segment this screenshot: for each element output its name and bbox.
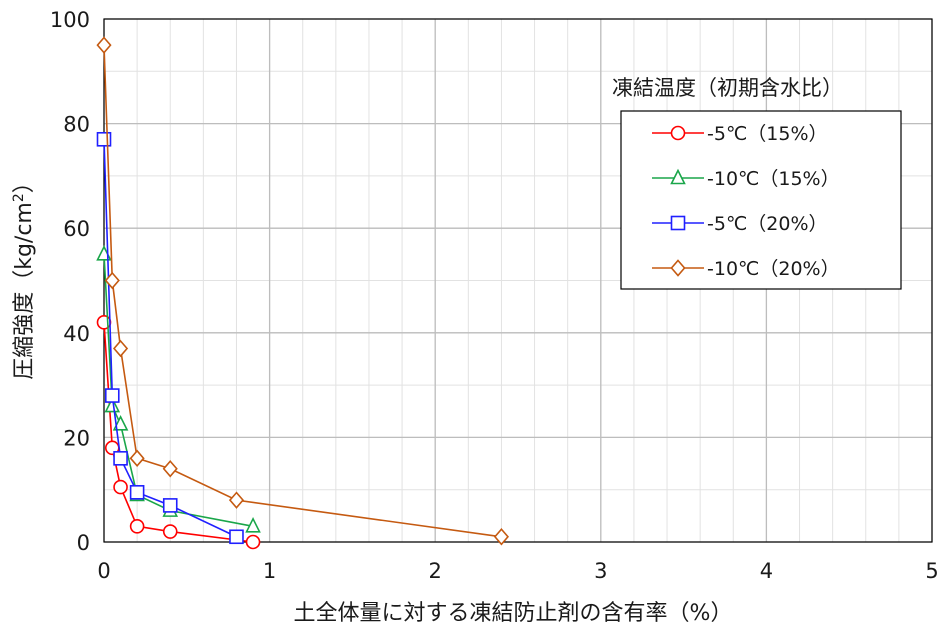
data-point — [104, 271, 120, 290]
x-tick-labels: 0 1 2 3 4 5 — [97, 559, 938, 583]
x-tick-label: 5 — [925, 559, 938, 583]
data-point — [104, 388, 120, 403]
series-line — [103, 322, 254, 543]
data-point — [229, 529, 244, 545]
data-point — [113, 479, 128, 495]
data-point — [113, 451, 128, 466]
series-line — [103, 254, 254, 528]
data-point — [228, 491, 245, 509]
y-tick-label: 60 — [63, 217, 90, 241]
data-point — [162, 498, 178, 513]
series-line — [103, 139, 237, 538]
data-point — [129, 485, 145, 500]
y-tick-label: 100 — [50, 8, 90, 32]
data-point — [129, 519, 145, 534]
data-point — [129, 449, 145, 468]
legend-label: -5℃（20%） — [707, 213, 828, 235]
data-point — [493, 528, 509, 546]
legend-item: -10℃（20%） — [652, 258, 840, 280]
x-axis-title: 土全体量に対する凍結防止剤の含有率（%） — [294, 601, 733, 626]
y-tick-label: 0 — [77, 531, 90, 555]
legend-item: -5℃（20%） — [652, 213, 828, 235]
legend-swatch-marker — [670, 168, 686, 185]
legend-swatch-marker — [670, 215, 686, 231]
legend-label: -5℃（15%） — [707, 123, 828, 145]
series-4 — [96, 36, 509, 546]
legend-label: -10℃（15%） — [707, 168, 840, 190]
data-point — [104, 396, 121, 413]
y-tick-label: 40 — [63, 322, 90, 346]
data-point — [162, 524, 178, 539]
data-point — [162, 460, 178, 478]
y-tick-label: 20 — [63, 426, 90, 450]
data-point — [112, 415, 129, 431]
legend-item: -10℃（15%） — [652, 168, 840, 190]
data-point — [245, 517, 261, 533]
legend: -5℃（15%） -10℃（15%） -5℃（20%） -10℃（20%） — [620, 110, 902, 290]
x-tick-label: 0 — [97, 559, 110, 583]
legend-swatch-marker — [670, 259, 686, 277]
x-tick-label: 3 — [594, 559, 607, 583]
x-tick-label: 1 — [263, 559, 276, 583]
legend-item: -5℃（15%） — [652, 123, 828, 145]
legend-swatch-marker — [670, 125, 686, 141]
legend-title: 凍結温度（初期含水比） — [612, 76, 843, 100]
legend-box — [620, 110, 902, 290]
series-layer — [96, 36, 509, 550]
y-tick-label: 80 — [63, 113, 90, 137]
data-point — [113, 339, 129, 358]
data-point — [96, 36, 112, 54]
legend-label: -10℃（20%） — [707, 258, 840, 280]
y-axis-title-main: 圧縮強度（kg/cm — [12, 202, 37, 380]
plot-area-border — [103, 18, 933, 543]
y-axis-title-end: ） — [12, 171, 37, 193]
y-tick-labels: 0 20 40 60 80 100 — [50, 8, 90, 555]
x-tick-label: 4 — [760, 559, 773, 583]
y-axis-title: 圧縮強度（kg/cm2） — [11, 171, 37, 380]
legend-items: -5℃（15%） -10℃（15%） -5℃（20%） -10℃（20%） — [652, 123, 840, 280]
data-point — [96, 131, 112, 147]
x-tick-label: 2 — [429, 559, 442, 583]
data-point — [245, 534, 261, 550]
y-axis-title-sup: 2 — [11, 193, 27, 202]
